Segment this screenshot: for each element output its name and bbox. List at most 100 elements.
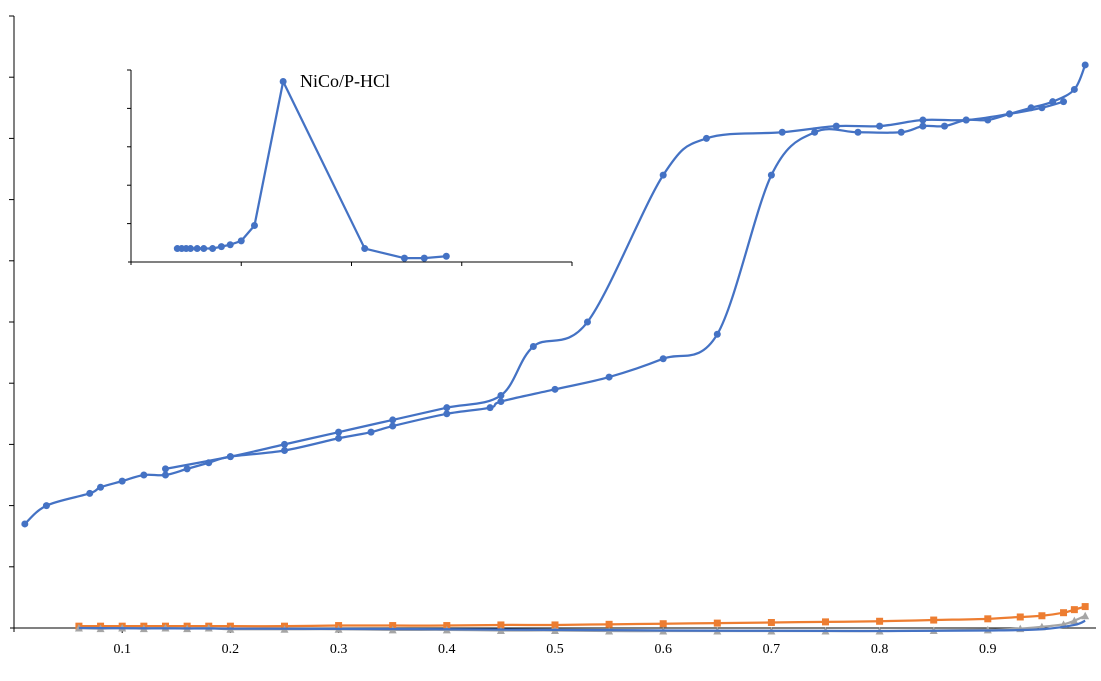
data-point	[187, 245, 195, 253]
series	[21, 61, 1089, 528]
data-point	[250, 222, 258, 230]
data-point	[713, 330, 721, 338]
data-point	[854, 128, 862, 136]
data-point	[226, 453, 234, 461]
main-axes	[9, 15, 1096, 633]
x-tick-label: 0.6	[654, 642, 672, 657]
data-point	[497, 621, 505, 629]
inset-chart: NiCo/P-HCl	[127, 69, 573, 266]
data-point	[1070, 616, 1079, 625]
data-point	[281, 447, 288, 455]
data-point	[1070, 85, 1078, 93]
series	[78, 619, 1086, 633]
x-tick-label: 0.2	[222, 642, 240, 657]
x-tick-label: 0.8	[871, 642, 889, 657]
inset-axes	[127, 69, 573, 266]
data-point	[335, 428, 343, 436]
inset-series-group	[173, 78, 450, 262]
data-point	[962, 116, 970, 124]
data-point	[659, 171, 667, 179]
data-point	[389, 416, 397, 424]
data-point	[984, 615, 992, 623]
data-point	[400, 254, 408, 262]
data-point	[713, 619, 721, 627]
data-point	[659, 620, 667, 628]
data-point	[497, 391, 505, 399]
data-point	[389, 622, 397, 630]
data-point	[226, 241, 234, 249]
x-tick-label: 0.5	[546, 642, 564, 657]
data-point	[822, 618, 829, 626]
data-point	[420, 254, 428, 262]
data-point	[1016, 613, 1024, 621]
data-point	[1060, 98, 1068, 106]
data-point	[161, 465, 169, 473]
x-tick-label: 0.9	[979, 642, 997, 657]
data-point	[1005, 110, 1013, 118]
data-point	[209, 245, 217, 253]
data-point	[1081, 603, 1089, 611]
data-point	[897, 128, 905, 136]
series-line	[78, 619, 1086, 633]
data-point	[217, 243, 225, 251]
data-point	[659, 355, 667, 363]
data-point	[497, 398, 505, 406]
series-line	[165, 100, 1064, 470]
data-point	[605, 373, 613, 381]
data-point	[193, 245, 201, 253]
main-chart: 0.1 0.2 0.3 0.4 0.5 0.6 0.7 0.8 0.9	[9, 15, 1096, 657]
data-point	[443, 410, 451, 418]
data-point	[42, 502, 50, 510]
data-point	[1038, 104, 1046, 112]
data-point	[1070, 606, 1078, 614]
data-point	[279, 78, 287, 86]
data-point	[200, 245, 208, 253]
data-point	[930, 616, 938, 624]
inset-series	[173, 78, 450, 262]
main-series	[21, 61, 1090, 635]
main-tick-labels: 0.1 0.2 0.3 0.4 0.5 0.6 0.7 0.8 0.9	[113, 642, 996, 657]
inset-title: NiCo/P-HCl	[300, 71, 390, 91]
inset-series-line	[177, 78, 447, 260]
data-point	[702, 134, 710, 142]
data-point	[443, 404, 451, 412]
data-point	[919, 122, 927, 130]
data-point	[1060, 609, 1068, 617]
data-point	[1081, 61, 1089, 69]
data-point	[551, 385, 559, 393]
data-point	[21, 520, 29, 528]
series-line	[24, 64, 1087, 525]
series	[75, 603, 1089, 630]
data-point	[361, 245, 369, 253]
data-point	[832, 122, 840, 130]
data-point	[778, 128, 786, 136]
x-tick-label: 0.4	[438, 642, 456, 657]
data-point	[74, 624, 83, 632]
data-point	[442, 252, 450, 260]
data-point	[237, 237, 245, 245]
data-point	[443, 622, 451, 630]
data-point	[919, 116, 927, 124]
data-point	[97, 483, 105, 491]
data-point	[529, 342, 537, 350]
data-point	[140, 471, 148, 479]
x-tick-label: 0.1	[113, 642, 131, 657]
data-point	[767, 171, 775, 179]
x-tick-label: 0.7	[763, 642, 781, 657]
data-point	[583, 318, 591, 326]
data-point	[281, 440, 288, 448]
data-point	[389, 422, 397, 430]
data-point	[605, 620, 613, 628]
x-tick-label: 0.3	[330, 642, 348, 657]
data-point	[367, 428, 375, 436]
data-point	[335, 434, 343, 442]
data-point	[118, 477, 126, 485]
data-point	[1038, 612, 1046, 620]
data-point	[1081, 611, 1090, 620]
data-point	[551, 621, 559, 629]
data-point	[161, 471, 169, 479]
data-point	[486, 404, 494, 412]
data-point	[811, 128, 819, 136]
series	[161, 98, 1068, 473]
